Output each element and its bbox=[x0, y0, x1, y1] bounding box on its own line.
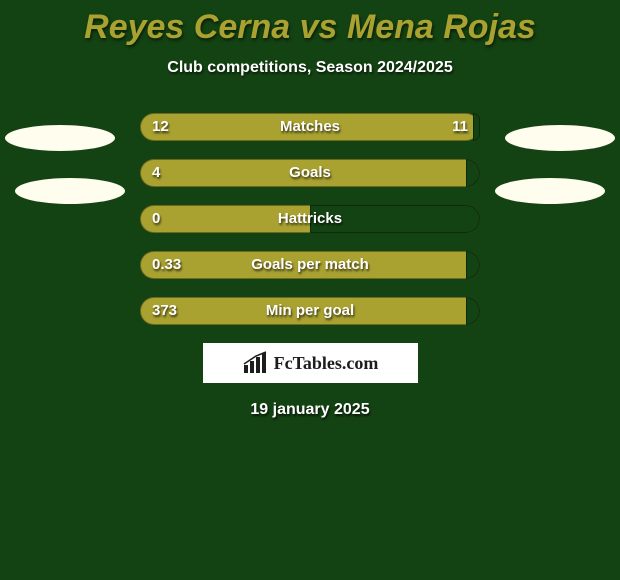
logo-text: FcTables.com bbox=[274, 353, 379, 374]
vs-separator: vs bbox=[300, 8, 338, 46]
comparison-title: Reyes Cerna vs Mena Rojas bbox=[0, 0, 620, 47]
decorative-ellipse-left bbox=[5, 125, 115, 151]
decorative-ellipse-right bbox=[495, 178, 605, 204]
player1-name: Reyes Cerna bbox=[84, 8, 290, 46]
stat-row: 1211Matches bbox=[140, 113, 480, 141]
stat-label: Min per goal bbox=[140, 297, 480, 325]
stats-bars: 1211Matches 4Goals 0Hattricks 0.33Goals per… bbox=[140, 113, 480, 325]
stat-label: Goals per match bbox=[140, 251, 480, 279]
subtitle: Club competitions, Season 2024/2025 bbox=[0, 59, 620, 77]
stat-row: 4Goals bbox=[140, 159, 480, 187]
stat-row: 0Hattricks bbox=[140, 205, 480, 233]
decorative-ellipse-left bbox=[15, 178, 125, 204]
bar-chart-icon bbox=[242, 351, 268, 375]
player2-name: Mena Rojas bbox=[347, 8, 536, 46]
date-text: 19 january 2025 bbox=[0, 401, 620, 419]
stat-row: 0.33Goals per match bbox=[140, 251, 480, 279]
decorative-ellipse-right bbox=[505, 125, 615, 151]
stat-label: Matches bbox=[140, 113, 480, 141]
stat-label: Goals bbox=[140, 159, 480, 187]
logo-box: FcTables.com bbox=[203, 343, 418, 383]
stat-label: Hattricks bbox=[140, 205, 480, 233]
stat-row: 373Min per goal bbox=[140, 297, 480, 325]
